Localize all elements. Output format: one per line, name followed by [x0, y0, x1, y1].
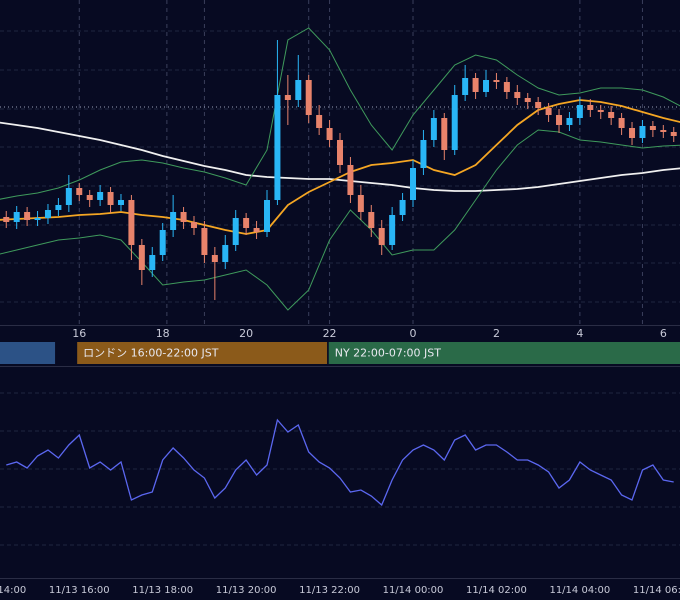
candle-body [493, 80, 500, 82]
x-tick-label: 2 [493, 327, 500, 340]
candle-body [524, 98, 531, 102]
candle-body [284, 95, 291, 100]
candle-body [13, 212, 20, 222]
candle-body [430, 118, 437, 140]
session-bar [77, 342, 328, 364]
candle-body [117, 200, 124, 205]
session-bar [0, 342, 56, 364]
session-label: ロンドン 16:00-22:00 JST [83, 347, 219, 360]
candle-body [138, 245, 145, 270]
candle-body [316, 115, 323, 128]
price-pane [0, 0, 680, 325]
candle-body [295, 80, 302, 100]
candle-body [670, 132, 677, 136]
candle-body [556, 115, 563, 125]
candle-body [305, 80, 312, 115]
candle-body [483, 80, 490, 92]
candle-body [368, 212, 375, 228]
x-tick-label: 11/13 16:00 [49, 585, 110, 596]
candle-body [545, 108, 552, 115]
x-tick-label: 4 [576, 327, 583, 340]
candle-body [180, 212, 187, 222]
candle-body [243, 218, 250, 228]
candle-body [451, 95, 458, 150]
candle-body [211, 255, 218, 262]
x-tick-label: 6 [660, 327, 667, 340]
candle-body [170, 212, 177, 230]
candle-body [441, 118, 448, 150]
candle-body [222, 245, 229, 262]
candle-body [97, 192, 104, 200]
x-tick-label: 11/14 04:00 [549, 585, 610, 596]
candle-body [629, 128, 636, 138]
candle-body [65, 188, 72, 205]
candle-body [190, 222, 197, 228]
candle-body [357, 195, 364, 212]
oscillator-pane [0, 392, 680, 546]
x-tick-label: 11/13 14:00 [0, 585, 26, 596]
x-tick-label: 11/13 22:00 [299, 585, 360, 596]
candle-body [201, 228, 208, 255]
candle-body [107, 192, 114, 205]
x-tick-label: 16 [72, 327, 86, 340]
candle-body [263, 200, 270, 232]
x-tick-label: 11/13 18:00 [132, 585, 193, 596]
candle-body [86, 195, 93, 200]
session-bar [328, 342, 680, 364]
candle-body [149, 255, 156, 270]
moving-average [0, 121, 680, 192]
bollinger-band [0, 129, 680, 311]
candle-body [347, 165, 354, 195]
candle-body [618, 118, 625, 128]
candle-body [378, 228, 385, 245]
candle-body [660, 130, 667, 132]
candle-body [639, 126, 646, 138]
candle-body [232, 218, 239, 245]
candle-body [389, 215, 396, 245]
candle-body [24, 212, 31, 220]
candle-body [472, 78, 479, 92]
candle-body [608, 112, 615, 118]
candle-body [503, 82, 510, 92]
candle-body [274, 95, 281, 200]
candle-body [566, 118, 573, 125]
candle-body [326, 128, 333, 140]
candle-body [576, 105, 583, 118]
candle-body [420, 140, 427, 168]
x-tick-label: 11/13 20:00 [216, 585, 277, 596]
x-tick-label: 0 [410, 327, 417, 340]
candle-body [649, 126, 656, 130]
x-tick-label: 22 [323, 327, 337, 340]
candle-body [514, 92, 521, 98]
candle-body [410, 168, 417, 200]
candle-body [34, 218, 41, 220]
oscillator-line [6, 418, 674, 507]
candle-body [159, 230, 166, 255]
x-tick-label: 18 [156, 327, 170, 340]
x-tick-label: 11/14 00:00 [383, 585, 444, 596]
bollinger-band [0, 27, 680, 200]
candle-body [55, 205, 62, 210]
candle-body [128, 200, 135, 245]
candle-body [44, 210, 51, 218]
candle-body [253, 228, 260, 232]
x-tick-label: 11/14 02:00 [466, 585, 527, 596]
candle-body [535, 102, 542, 108]
x-tick-label: 20 [239, 327, 253, 340]
candle-body [587, 105, 594, 110]
candle-body [462, 78, 469, 95]
session-label: NY 22:00-07:00 JST [335, 347, 442, 360]
candle-body [76, 188, 83, 195]
axes: 16 18 20 22 0 2 4 6 ロンドン 16:00-22:00 JST NY 22:00… [0, 327, 680, 596]
candle-body [399, 200, 406, 215]
x-tick-label: 11/14 06:00 [633, 585, 680, 596]
candle-body [597, 110, 604, 112]
candle-body [3, 217, 10, 222]
candle-body [337, 140, 343, 165]
